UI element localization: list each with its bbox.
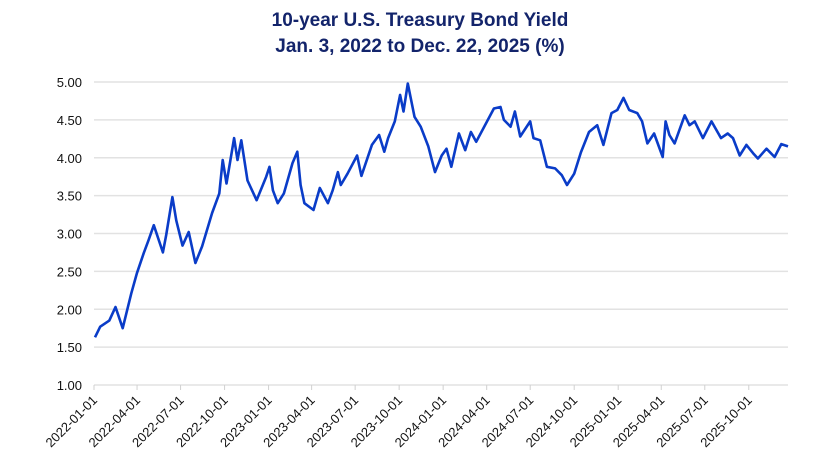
y-tick-label: 1.50 bbox=[57, 340, 82, 355]
chart-title: 10-year U.S. Treasury Bond Yield bbox=[272, 10, 569, 31]
x-axis: 2022-01-012022-04-012022-07-012022-10-01… bbox=[42, 385, 755, 450]
chart-subtitle: Jan. 3, 2022 to Dec. 22, 2025 (%) bbox=[275, 36, 564, 57]
y-tick-label: 5.00 bbox=[57, 75, 82, 90]
y-tick-label: 4.50 bbox=[57, 113, 82, 128]
y-tick-label: 3.00 bbox=[57, 227, 82, 242]
gridlines bbox=[94, 81, 788, 386]
y-tick-label: 3.50 bbox=[57, 189, 82, 204]
y-tick-label: 1.00 bbox=[57, 378, 82, 393]
y-tick-label: 2.00 bbox=[57, 302, 82, 317]
y-axis: 1.00 1.50 2.00 2.50 3.00 3.50 4.00 4.50 5.00 bbox=[57, 75, 82, 393]
y-tick-label: 2.50 bbox=[57, 264, 82, 279]
series-line bbox=[93, 82, 789, 338]
y-tick-label: 4.00 bbox=[57, 151, 82, 166]
